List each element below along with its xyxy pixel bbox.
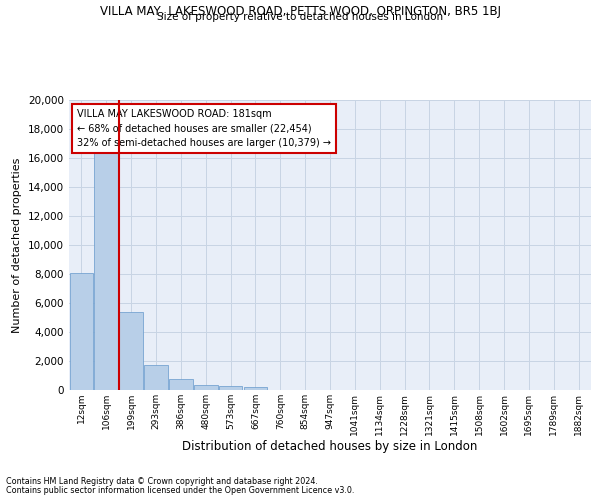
Y-axis label: Number of detached properties: Number of detached properties [13, 158, 22, 332]
Bar [169, 379, 193, 390]
Bar [194, 385, 218, 390]
Text: VILLA MAY, LAKESWOOD ROAD, PETTS WOOD, ORPINGTON, BR5 1BJ: VILLA MAY, LAKESWOOD ROAD, PETTS WOOD, O… [100, 5, 500, 18]
Text: VILLA MAY LAKESWOOD ROAD: 181sqm
← 68% of detached houses are smaller (22,454)
3: VILLA MAY LAKESWOOD ROAD: 181sqm ← 68% o… [77, 108, 331, 148]
Text: Contains public sector information licensed under the Open Government Licence v3: Contains public sector information licen… [6, 486, 355, 495]
Bar [244, 387, 267, 390]
Bar [119, 312, 143, 390]
Bar [94, 148, 118, 390]
Bar [219, 386, 242, 390]
Text: Size of property relative to detached houses in London: Size of property relative to detached ho… [157, 12, 443, 22]
Text: Contains HM Land Registry data © Crown copyright and database right 2024.: Contains HM Land Registry data © Crown c… [6, 477, 318, 486]
Bar [144, 364, 168, 390]
X-axis label: Distribution of detached houses by size in London: Distribution of detached houses by size … [182, 440, 478, 454]
Bar [70, 272, 93, 390]
